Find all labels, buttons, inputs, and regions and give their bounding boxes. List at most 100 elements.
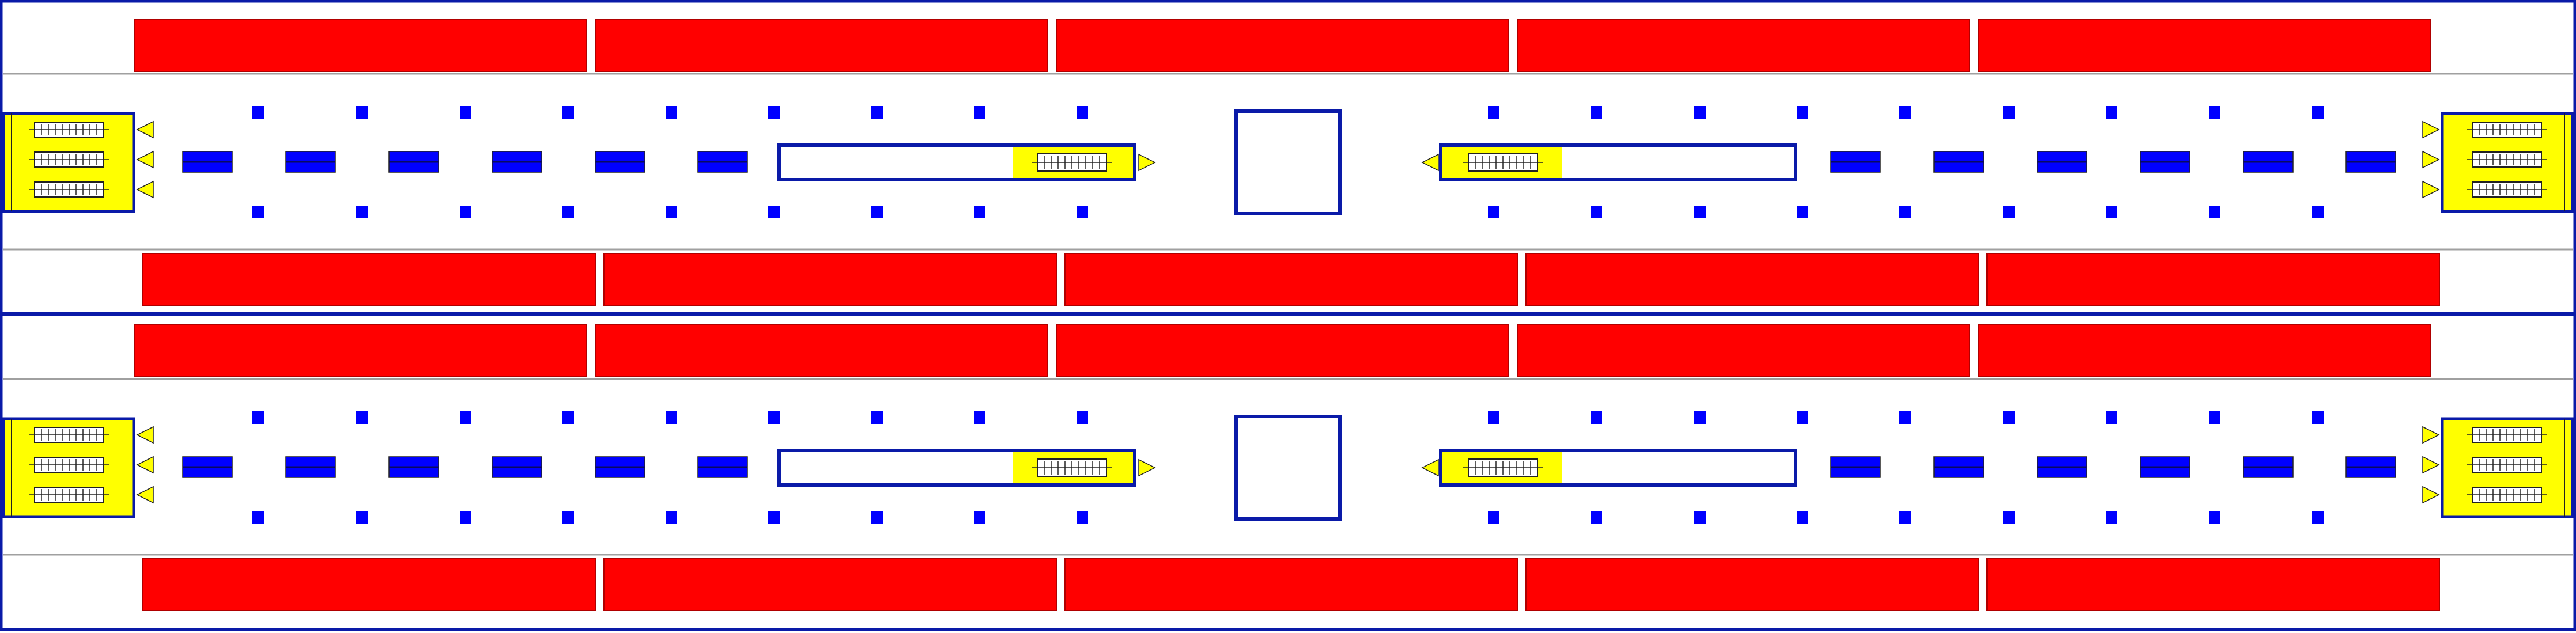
column: [460, 206, 471, 218]
direction-arrow: [136, 456, 154, 474]
column: [666, 411, 677, 424]
west-escalator-bank: [2, 112, 154, 213]
column: [562, 206, 574, 218]
train-car: [1978, 324, 2431, 377]
elevator-box: [1234, 109, 1342, 215]
train-car: [1064, 253, 1518, 306]
escalator-unit: [1463, 153, 1543, 172]
column: [2312, 511, 2324, 524]
column: [1591, 511, 1602, 524]
direction-arrow: [2422, 486, 2440, 504]
direction-arrow: [2422, 456, 2440, 474]
direction-arrow: [1421, 458, 1439, 477]
column: [768, 411, 780, 424]
column: [2106, 106, 2117, 119]
direction-arrow: [1421, 153, 1439, 172]
column: [2312, 206, 2324, 218]
column: [1077, 411, 1088, 424]
column: [1077, 511, 1088, 524]
column: [2209, 411, 2220, 424]
direction-arrow: [2422, 426, 2440, 444]
column: [2209, 106, 2220, 119]
train-car: [595, 324, 1048, 377]
direction-arrow: [136, 426, 154, 444]
escalator-unit: [29, 457, 109, 473]
direction-arrow: [1138, 458, 1156, 477]
train-car: [1056, 324, 1509, 377]
column: [1591, 206, 1602, 218]
column: [1797, 106, 1808, 119]
column: [1899, 106, 1911, 119]
train-car: [603, 253, 1057, 306]
column: [2209, 206, 2220, 218]
escalator-unit: [2467, 122, 2547, 138]
train-car: [1064, 558, 1518, 611]
train-car: [1517, 19, 1970, 72]
direction-arrow: [2422, 150, 2440, 169]
column: [1899, 511, 1911, 524]
elevator-box: [1234, 415, 1342, 521]
column: [1488, 206, 1499, 218]
escalator-unit: [2467, 181, 2547, 198]
column: [1899, 206, 1911, 218]
column: [2106, 411, 2117, 424]
direction-arrow: [2422, 180, 2440, 199]
train-car: [1517, 324, 1970, 377]
column: [768, 106, 780, 119]
escalator-unit: [2467, 427, 2547, 443]
column: [1591, 411, 1602, 424]
column: [1694, 206, 1706, 218]
train-car: [134, 19, 587, 72]
column: [1488, 411, 1499, 424]
escalator-unit: [29, 181, 109, 198]
column: [1694, 411, 1706, 424]
column: [1077, 106, 1088, 119]
direction-arrow: [136, 486, 154, 504]
column: [252, 106, 264, 119]
escalator-unit: [2467, 487, 2547, 503]
column: [356, 106, 368, 119]
column: [871, 511, 883, 524]
column: [1488, 106, 1499, 119]
direction-arrow: [2422, 120, 2440, 139]
train-car: [1525, 253, 1979, 306]
column: [974, 511, 985, 524]
escalator-unit: [1032, 153, 1112, 172]
column: [460, 511, 471, 524]
train-car: [1525, 558, 1979, 611]
column: [1797, 411, 1808, 424]
east-escalator-bank: [2422, 112, 2574, 213]
column: [974, 206, 985, 218]
train-car: [1986, 253, 2440, 306]
column: [768, 206, 780, 218]
column: [356, 206, 368, 218]
column: [2106, 511, 2117, 524]
escalator-unit: [29, 427, 109, 443]
column: [2003, 411, 2015, 424]
train-car: [603, 558, 1057, 611]
column: [974, 106, 985, 119]
escalator-unit: [2467, 151, 2547, 168]
column: [356, 411, 368, 424]
column: [666, 511, 677, 524]
east-escalator-bank: [2422, 417, 2574, 518]
direction-arrow: [1138, 153, 1156, 172]
train-car: [134, 324, 587, 377]
west-escalator-bank: [2, 417, 154, 518]
escalator-unit: [29, 487, 109, 503]
column: [356, 511, 368, 524]
direction-arrow: [136, 180, 154, 199]
column: [1694, 106, 1706, 119]
column: [252, 411, 264, 424]
train-car: [1986, 558, 2440, 611]
column: [460, 411, 471, 424]
column: [871, 106, 883, 119]
column: [666, 106, 677, 119]
column: [562, 106, 574, 119]
train-car: [1978, 19, 2431, 72]
direction-arrow: [136, 150, 154, 169]
column: [2003, 511, 2015, 524]
column: [2003, 106, 2015, 119]
column: [974, 411, 985, 424]
